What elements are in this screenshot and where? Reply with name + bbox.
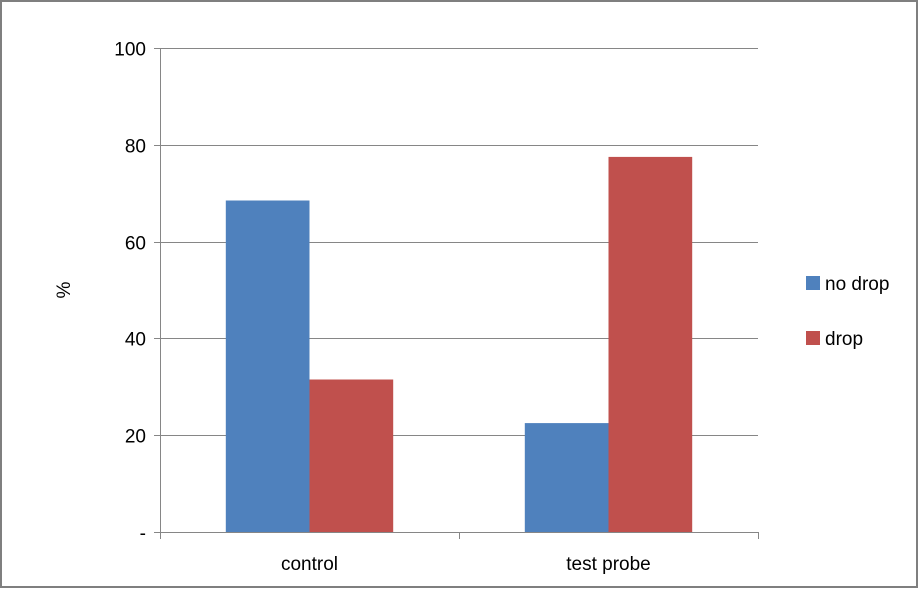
bar-drop-test-probe: [608, 156, 693, 532]
y-tick-label: 100: [114, 40, 146, 61]
bar-no-drop-test-probe: [524, 423, 609, 532]
y-tick-label: 20: [125, 427, 146, 448]
y-tick-label: 80: [125, 137, 146, 158]
bar-drop-control: [309, 379, 394, 532]
x-tick-label: control: [281, 554, 338, 575]
bar-no-drop-control: [225, 200, 310, 532]
legend: no drop drop: [806, 274, 889, 350]
axis-labels: % - 20 40 60 80 100 control test probe: [54, 40, 651, 576]
y-tick-label: -: [140, 524, 146, 545]
y-axis-label: %: [54, 281, 75, 298]
y-tick-label: 40: [125, 330, 146, 351]
legend-label-no-drop: no drop: [825, 274, 889, 295]
axes: [154, 48, 759, 539]
legend-swatch-drop: [806, 331, 820, 345]
x-tick-label: test probe: [566, 554, 651, 575]
legend-swatch-no-drop: [806, 276, 820, 290]
y-tick-label: 60: [125, 234, 146, 255]
bars: [225, 156, 693, 532]
legend-label-drop: drop: [825, 329, 863, 350]
